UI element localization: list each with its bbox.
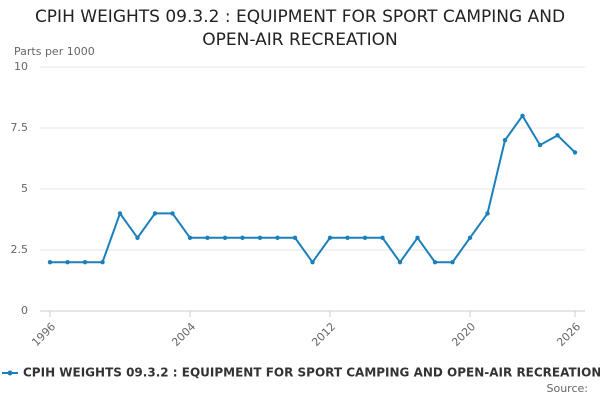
x-tick-label: 2026 bbox=[554, 320, 583, 349]
y-tick-label: 10 bbox=[14, 60, 28, 73]
point bbox=[170, 211, 175, 216]
point bbox=[502, 138, 508, 143]
legend-point bbox=[7, 370, 13, 376]
point bbox=[432, 260, 438, 265]
x-tick-label: 2004 bbox=[169, 320, 198, 349]
point bbox=[275, 235, 280, 240]
point bbox=[65, 260, 70, 265]
point bbox=[82, 260, 88, 265]
point bbox=[537, 142, 543, 148]
point bbox=[467, 235, 473, 240]
point bbox=[345, 235, 350, 240]
y-tick-label: 0 bbox=[21, 304, 28, 317]
point bbox=[327, 235, 333, 240]
x-tick-label: 2020 bbox=[449, 320, 478, 349]
point bbox=[485, 211, 490, 216]
point bbox=[205, 235, 210, 240]
legend-label: CPIH WEIGHTS 09.3.2 : EQUIPMENT FOR SPOR… bbox=[23, 366, 600, 380]
point bbox=[135, 235, 140, 240]
y-tick-label: 7.5 bbox=[11, 121, 29, 134]
point bbox=[187, 235, 193, 240]
point bbox=[555, 133, 560, 138]
y-tick-label: 2.5 bbox=[11, 243, 29, 256]
point bbox=[257, 235, 263, 240]
point bbox=[572, 150, 578, 155]
point bbox=[380, 235, 385, 240]
x-tick-label: 2012 bbox=[309, 320, 338, 349]
point bbox=[397, 260, 403, 265]
point bbox=[415, 235, 420, 240]
y-tick-label: 5 bbox=[21, 182, 28, 195]
x-tick-label: 1996 bbox=[29, 320, 58, 349]
point bbox=[450, 260, 455, 265]
point bbox=[222, 235, 228, 240]
point bbox=[310, 260, 315, 265]
point bbox=[100, 260, 105, 265]
point bbox=[117, 211, 123, 216]
point bbox=[362, 235, 368, 240]
point bbox=[47, 260, 53, 265]
y-axis-label: Parts per 1000 bbox=[14, 45, 95, 58]
point bbox=[292, 235, 298, 240]
point bbox=[240, 235, 245, 240]
source: Source: bbox=[547, 382, 589, 395]
chart-title: CPIH WEIGHTS 09.3.2 : EQUIPMENT FOR SPOR… bbox=[34, 7, 566, 50]
point bbox=[152, 211, 158, 216]
point bbox=[520, 113, 525, 119]
